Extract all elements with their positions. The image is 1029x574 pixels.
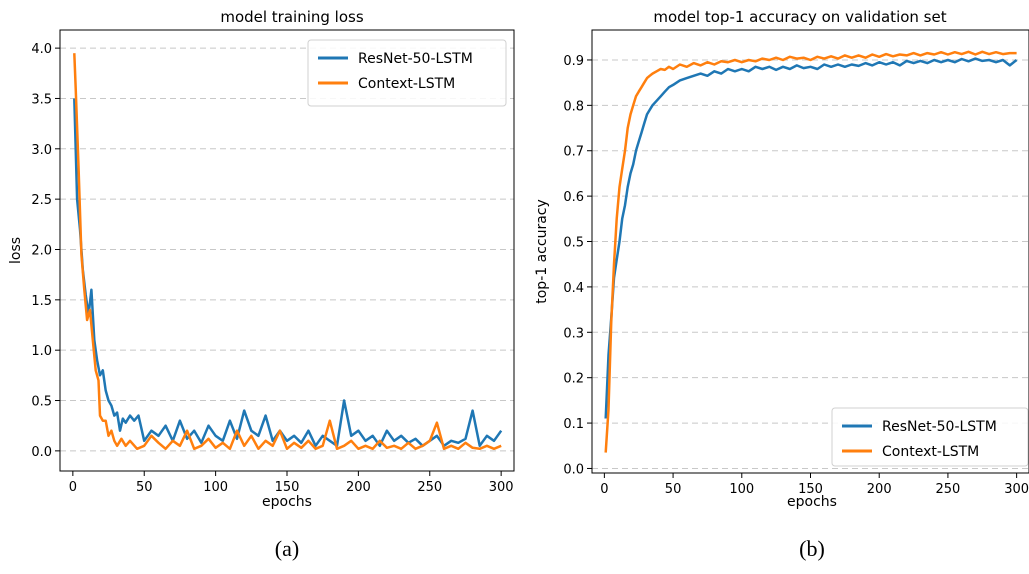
accuracy-y-tick-label: 0.3 [563, 326, 584, 341]
loss-series-line-resnet-50-lstm [73, 98, 503, 448]
accuracy-y-tick-label: 0.0 [563, 462, 584, 477]
loss-y-tick-label: 3.5 [31, 92, 52, 107]
loss-y-tick-label: 1.0 [31, 344, 52, 359]
accuracy-y-ticks: 0.0 0.1 0.2 0.3 0.4 0.5 0.6 0.7 0.8 0.9 [563, 54, 592, 477]
loss-y-ticks: 0.0 0.5 1.0 1.5 2.0 2.5 3.0 3.5 4.0 [31, 42, 60, 460]
accuracy-y-tick-label: 0.4 [563, 281, 584, 296]
loss-x-tick-label: 50 [136, 480, 153, 495]
accuracy-y-tick-label: 0.2 [563, 372, 584, 387]
loss-x-tick-label: 100 [203, 480, 228, 495]
loss-y-tick-label: 2.0 [31, 243, 52, 258]
loss-y-tick-label: 0.5 [31, 395, 52, 410]
accuracy-legend: ResNet-50-LSTM Context-LSTM [831, 407, 1029, 467]
accuracy-legend-label: Context-LSTM [882, 444, 979, 460]
accuracy-x-tick-label: 0 [600, 482, 608, 497]
loss-y-tick-label: 0.0 [31, 445, 52, 460]
accuracy-x-tick-label: 150 [798, 482, 823, 497]
accuracy-x-ticks: 0 50 100 150 200 250 300 [600, 473, 1029, 497]
accuracy-chart-title: model top-1 accuracy on validation set [653, 8, 946, 26]
loss-x-tick-label: 200 [346, 480, 371, 495]
accuracy-series-line-context-lstm [604, 50, 1017, 453]
accuracy-grid [592, 59, 1029, 469]
loss-y-axis-label: loss [8, 237, 24, 264]
accuracy-series-line-resnet-50-lstm [604, 57, 1018, 419]
loss-y-tick-label: 2.5 [31, 193, 52, 208]
loss-chart-title: model training loss [220, 8, 364, 26]
accuracy-x-tick-label: 300 [1004, 482, 1029, 497]
accuracy-x-tick-label: 250 [936, 482, 961, 497]
loss-legend-box [307, 39, 507, 107]
loss-series-line-context-lstm [73, 53, 502, 451]
accuracy-y-axis-label: top-1 accuracy [534, 199, 550, 304]
accuracy-y-tick-label: 0.5 [563, 236, 584, 251]
loss-y-tick-label: 3.0 [31, 143, 52, 158]
accuracy-legend-label: ResNet-50-LSTM [882, 419, 997, 435]
accuracy-x-axis-label: epochs [787, 494, 837, 510]
accuracy-x-tick-label: 50 [665, 482, 682, 497]
accuracy-y-tick-label: 0.6 [563, 190, 584, 205]
loss-x-tick-label: 0 [69, 480, 77, 495]
accuracy-y-tick-label: 0.7 [563, 145, 584, 160]
loss-plot-area [59, 29, 515, 472]
loss-legend: ResNet-50-LSTM Context-LSTM [307, 39, 507, 107]
loss-chart-panel: model training loss epochs loss (a) 0.00… [8, 8, 515, 561]
loss-y-tick-label: 4.0 [31, 42, 52, 57]
loss-x-tick-label: 150 [275, 480, 300, 495]
accuracy-plot-area [591, 29, 1029, 474]
loss-x-tick-label: 300 [489, 480, 514, 495]
accuracy-x-tick-label: 200 [867, 482, 892, 497]
accuracy-chart-panel: model top-1 accuracy on validation set e… [534, 8, 1029, 561]
loss-grid [60, 47, 514, 452]
accuracy-y-tick-label: 0.8 [563, 99, 584, 114]
loss-legend-label: Context-LSTM [358, 76, 455, 92]
loss-x-ticks: 0 50 100 150 200 250 300 [69, 471, 514, 495]
loss-x-tick-label: 250 [417, 480, 442, 495]
accuracy-x-tick-label: 100 [729, 482, 754, 497]
loss-y-tick-label: 1.5 [31, 294, 52, 309]
loss-chart-caption: (a) [275, 536, 299, 561]
accuracy-y-tick-label: 0.1 [563, 417, 584, 432]
loss-legend-label: ResNet-50-LSTM [358, 51, 473, 67]
accuracy-chart-caption: (b) [799, 536, 825, 561]
accuracy-legend-box [831, 407, 1029, 467]
loss-x-axis-label: epochs [262, 494, 312, 510]
accuracy-y-tick-label: 0.9 [563, 54, 584, 69]
